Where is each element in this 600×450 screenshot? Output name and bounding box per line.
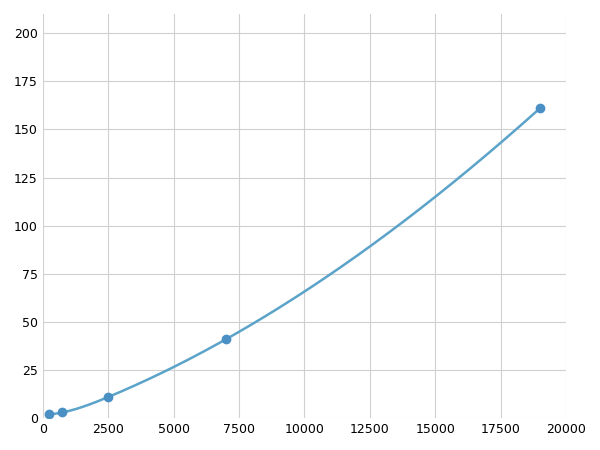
Point	[103, 393, 113, 400]
Point	[221, 336, 230, 343]
Point	[44, 411, 54, 418]
Point	[58, 409, 67, 416]
Point	[535, 105, 545, 112]
